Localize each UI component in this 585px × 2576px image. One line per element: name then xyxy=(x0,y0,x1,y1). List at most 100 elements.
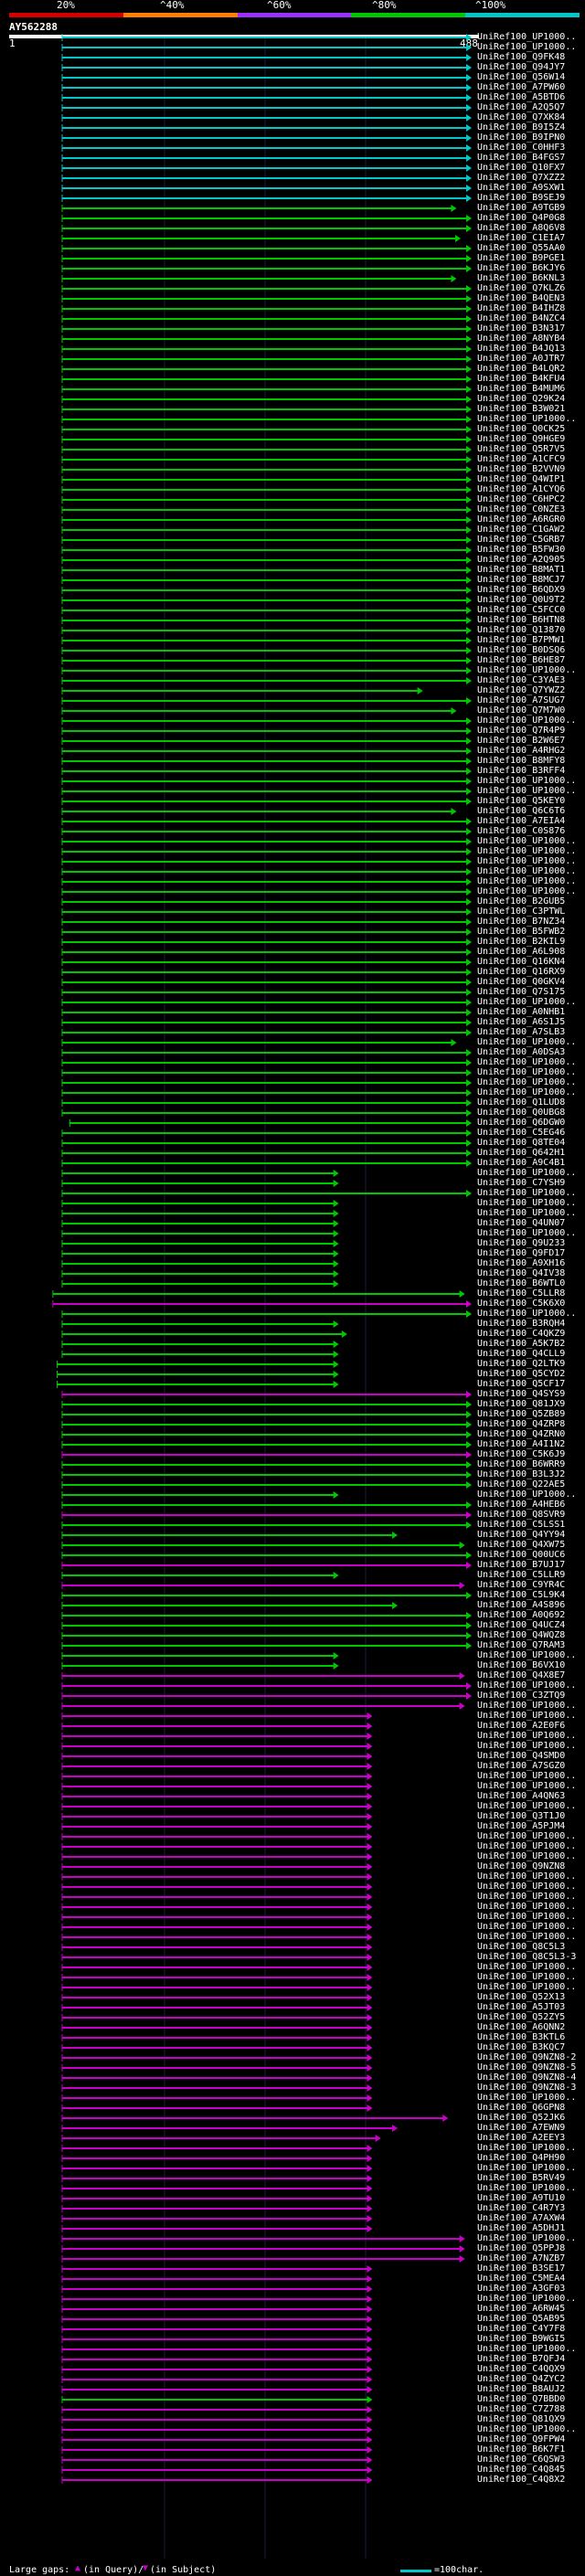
hit-label[interactable]: UniRef100_B4FGS7 xyxy=(477,153,566,163)
hit-label[interactable]: UniRef100_A6S1J5 xyxy=(477,1017,566,1027)
hit-label[interactable]: UniRef100_A8Q6V8 xyxy=(477,223,566,233)
hit-label[interactable]: UniRef100_Q8SVR9 xyxy=(477,1510,566,1520)
hit-label[interactable]: UniRef100_UP1000.. xyxy=(477,1309,577,1319)
hit-label[interactable]: UniRef100_Q4ZRN0 xyxy=(477,1429,566,1439)
hit-label[interactable]: UniRef100_A9TU10 xyxy=(477,2193,566,2203)
hit-label[interactable]: UniRef100_Q7XK84 xyxy=(477,112,566,122)
hit-label[interactable]: UniRef100_UP1000.. xyxy=(477,1680,577,1691)
hit-label[interactable]: UniRef100_UP1000.. xyxy=(477,42,577,52)
hit-label[interactable]: UniRef100_C4QQX9 xyxy=(477,2364,566,2374)
hit-label[interactable]: UniRef100_C7YSH9 xyxy=(477,1178,566,1188)
hit-label[interactable]: UniRef100_C5MEA4 xyxy=(477,2274,566,2284)
hit-label[interactable]: UniRef100_UP1000.. xyxy=(477,2143,577,2153)
hit-label[interactable]: UniRef100_UP1000.. xyxy=(477,836,577,846)
hit-label[interactable]: UniRef100_UP1000.. xyxy=(477,776,577,786)
hit-label[interactable]: UniRef100_Q0CK25 xyxy=(477,424,566,434)
hit-label[interactable]: UniRef100_Q9NZN8 xyxy=(477,1861,566,1871)
hit-label[interactable]: UniRef100_Q1LUD8 xyxy=(477,1097,566,1108)
hit-label[interactable]: UniRef100_A0DSA3 xyxy=(477,1047,566,1057)
hit-label[interactable]: UniRef100_A9XH16 xyxy=(477,1258,566,1268)
hit-label[interactable]: UniRef100_B3KTL6 xyxy=(477,2032,566,2042)
hit-label[interactable]: UniRef100_UP1000.. xyxy=(477,1228,577,1238)
hit-label[interactable]: UniRef100_A6RW45 xyxy=(477,2304,566,2314)
hit-label[interactable]: UniRef100_C5LSS1 xyxy=(477,1520,566,1530)
hit-label[interactable]: UniRef100_A6QNN2 xyxy=(477,2022,566,2032)
hit-label[interactable]: UniRef100_Q2LTK9 xyxy=(477,1359,566,1369)
hit-label[interactable]: UniRef100_B8MFY8 xyxy=(477,756,566,766)
hit-label[interactable]: UniRef100_UP1000.. xyxy=(477,1057,577,1067)
hit-label[interactable]: UniRef100_UP1000.. xyxy=(477,1077,577,1087)
hit-label[interactable]: UniRef100_C0S876 xyxy=(477,826,566,836)
hit-label[interactable]: UniRef100_B3N317 xyxy=(477,323,566,334)
hit-label[interactable]: UniRef100_Q3T1J0 xyxy=(477,1811,566,1821)
hit-label[interactable]: UniRef100_Q642H1 xyxy=(477,1148,566,1158)
hit-label[interactable]: UniRef100_Q4SMD0 xyxy=(477,1751,566,1761)
hit-label[interactable]: UniRef100_Q4P0G8 xyxy=(477,213,566,223)
hit-label[interactable]: UniRef100_B9IPN0 xyxy=(477,133,566,143)
hit-label[interactable]: UniRef100_A1CYQ6 xyxy=(477,484,566,494)
hit-label[interactable]: UniRef100_Q9FD17 xyxy=(477,1248,566,1258)
hit-label[interactable]: UniRef100_A3GF03 xyxy=(477,2284,566,2294)
hit-label[interactable]: UniRef100_A4HEB6 xyxy=(477,1500,566,1510)
hit-label[interactable]: UniRef100_A4QN63 xyxy=(477,1791,566,1801)
hit-label[interactable]: UniRef100_B6K7F1 xyxy=(477,2444,566,2454)
hit-label[interactable]: UniRef100_C6QSW3 xyxy=(477,2454,566,2465)
hit-label[interactable]: UniRef100_Q4X8E7 xyxy=(477,1670,566,1680)
hit-label[interactable]: UniRef100_UP1000.. xyxy=(477,1701,577,1711)
hit-label[interactable]: UniRef100_B5FW30 xyxy=(477,545,566,555)
hit-label[interactable]: UniRef100_Q52ZY5 xyxy=(477,2012,566,2022)
hit-label[interactable]: UniRef100_B2GUB5 xyxy=(477,896,566,906)
hit-label[interactable]: UniRef100_Q52X13 xyxy=(477,1992,566,2002)
hit-label[interactable]: UniRef100_C5K6X0 xyxy=(477,1299,566,1309)
hit-label[interactable]: UniRef100_Q4UCZ4 xyxy=(477,1620,566,1630)
hit-label[interactable]: UniRef100_UP1000.. xyxy=(477,2233,577,2243)
hit-label[interactable]: UniRef100_B6QDX9 xyxy=(477,585,566,595)
hit-label[interactable]: UniRef100_Q9FK48 xyxy=(477,52,566,62)
hit-label[interactable]: UniRef100_Q4PH90 xyxy=(477,2153,566,2163)
hit-label[interactable]: UniRef100_Q7KLZ6 xyxy=(477,283,566,293)
hit-label[interactable]: UniRef100_UP1000.. xyxy=(477,1711,577,1721)
hit-label[interactable]: UniRef100_Q13870 xyxy=(477,625,566,635)
hit-label[interactable]: UniRef100_UP1000.. xyxy=(477,1208,577,1218)
hit-label[interactable]: UniRef100_C4Y7F8 xyxy=(477,2324,566,2334)
hit-label[interactable]: UniRef100_A0NHB1 xyxy=(477,1007,566,1017)
hit-label[interactable]: UniRef100_Q4WQZ8 xyxy=(477,1630,566,1640)
hit-label[interactable]: UniRef100_A9C4B1 xyxy=(477,1158,566,1168)
hit-label[interactable]: UniRef100_A7SGZ0 xyxy=(477,1761,566,1771)
hit-label[interactable]: UniRef100_UP1000.. xyxy=(477,2294,577,2304)
hit-label[interactable]: UniRef100_C5L9K4 xyxy=(477,1590,566,1600)
hit-label[interactable]: UniRef100_UP1000.. xyxy=(477,1801,577,1811)
hit-label[interactable]: UniRef100_Q8C5L3 xyxy=(477,1942,566,1952)
hit-label[interactable]: UniRef100_UP1000.. xyxy=(477,866,577,876)
hit-label[interactable]: UniRef100_Q5AB95 xyxy=(477,2314,566,2324)
hit-label[interactable]: UniRef100_B4LQR2 xyxy=(477,364,566,374)
hit-label[interactable]: UniRef100_UP1000.. xyxy=(477,886,577,896)
hit-label[interactable]: UniRef100_UP1000.. xyxy=(477,716,577,726)
hit-label[interactable]: UniRef100_UP1000.. xyxy=(477,1882,577,1892)
hit-label[interactable]: UniRef100_UP1000.. xyxy=(477,786,577,796)
hit-label[interactable]: UniRef100_Q7YWZ2 xyxy=(477,685,566,695)
hit-label[interactable]: UniRef100_A5JT03 xyxy=(477,2002,566,2012)
hit-label[interactable]: UniRef100_UP1000.. xyxy=(477,1168,577,1178)
hit-label[interactable]: UniRef100_Q4UN07 xyxy=(477,1218,566,1228)
hit-label[interactable]: UniRef100_C0HHF3 xyxy=(477,143,566,153)
hit-label[interactable]: UniRef100_A5PJM4 xyxy=(477,1821,566,1831)
hit-label[interactable]: UniRef100_UP1000.. xyxy=(477,1781,577,1791)
hit-label[interactable]: UniRef100_Q22AE5 xyxy=(477,1479,566,1489)
hit-label[interactable]: UniRef100_UP1000.. xyxy=(477,1831,577,1841)
hit-label[interactable]: UniRef100_Q7BBD0 xyxy=(477,2394,566,2404)
hit-label[interactable]: UniRef100_B7PMW1 xyxy=(477,635,566,645)
hit-label[interactable]: UniRef100_B8AUJ2 xyxy=(477,2384,566,2394)
hit-label[interactable]: UniRef100_UP1000.. xyxy=(477,1851,577,1861)
hit-label[interactable]: UniRef100_A5BTD6 xyxy=(477,92,566,102)
hit-label[interactable]: UniRef100_C1EIA7 xyxy=(477,233,566,243)
hit-label[interactable]: UniRef100_A4S896 xyxy=(477,1600,566,1610)
hit-label[interactable]: UniRef100_A0Q692 xyxy=(477,1610,566,1620)
hit-label[interactable]: UniRef100_C4QKZ9 xyxy=(477,1329,566,1339)
hit-label[interactable]: UniRef100_A7EIA4 xyxy=(477,816,566,826)
hit-label[interactable]: UniRef100_UP1000.. xyxy=(477,1650,577,1660)
hit-label[interactable]: UniRef100_Q9U233 xyxy=(477,1238,566,1248)
hit-label[interactable]: UniRef100_Q7M7W0 xyxy=(477,705,566,716)
hit-label[interactable]: UniRef100_A6RGR0 xyxy=(477,514,566,525)
hit-label[interactable]: UniRef100_B7UJ17 xyxy=(477,1560,566,1570)
